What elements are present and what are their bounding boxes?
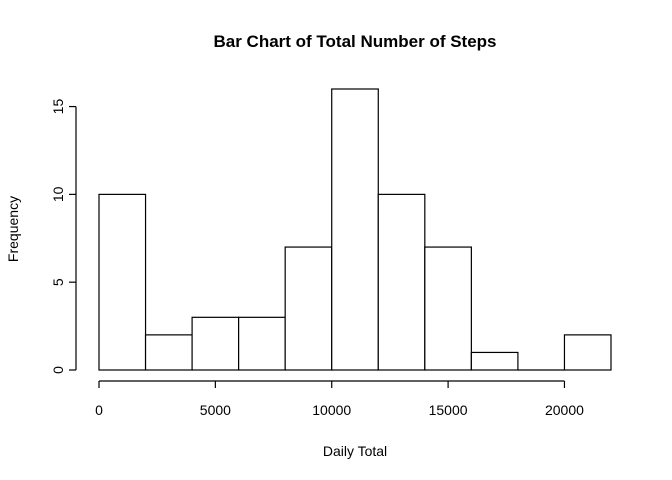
y-tick-label: 5 <box>50 278 66 286</box>
x-tick-label: 10000 <box>312 402 351 418</box>
y-tick-label: 10 <box>50 186 66 202</box>
histogram-bar <box>238 316 286 371</box>
x-tick-label: 20000 <box>545 402 584 418</box>
y-axis-label: Frequency <box>5 196 21 262</box>
chart-title: Bar Chart of Total Number of Steps <box>213 32 496 51</box>
histogram-bar <box>284 246 333 371</box>
histogram-bar <box>424 246 472 371</box>
histogram-bar <box>98 193 147 371</box>
histogram-bar <box>144 334 193 371</box>
histogram-bar <box>377 193 426 371</box>
bars-group <box>98 88 612 371</box>
x-axis-label: Daily Total <box>323 443 387 459</box>
y-tick-label: 0 <box>50 366 66 374</box>
y-tick-label: 15 <box>50 99 66 115</box>
x-tick-label: 15000 <box>429 402 468 418</box>
x-axis: 0 5000 10000 15000 20000 <box>95 380 584 418</box>
y-axis: 0 5 10 15 <box>50 99 77 374</box>
x-tick-label: 5000 <box>200 402 231 418</box>
histogram-bar <box>470 351 519 371</box>
histogram-bar <box>191 316 240 371</box>
x-tick-label: 0 <box>95 402 103 418</box>
histogram-bar <box>563 334 612 371</box>
histogram-bar <box>331 88 379 371</box>
